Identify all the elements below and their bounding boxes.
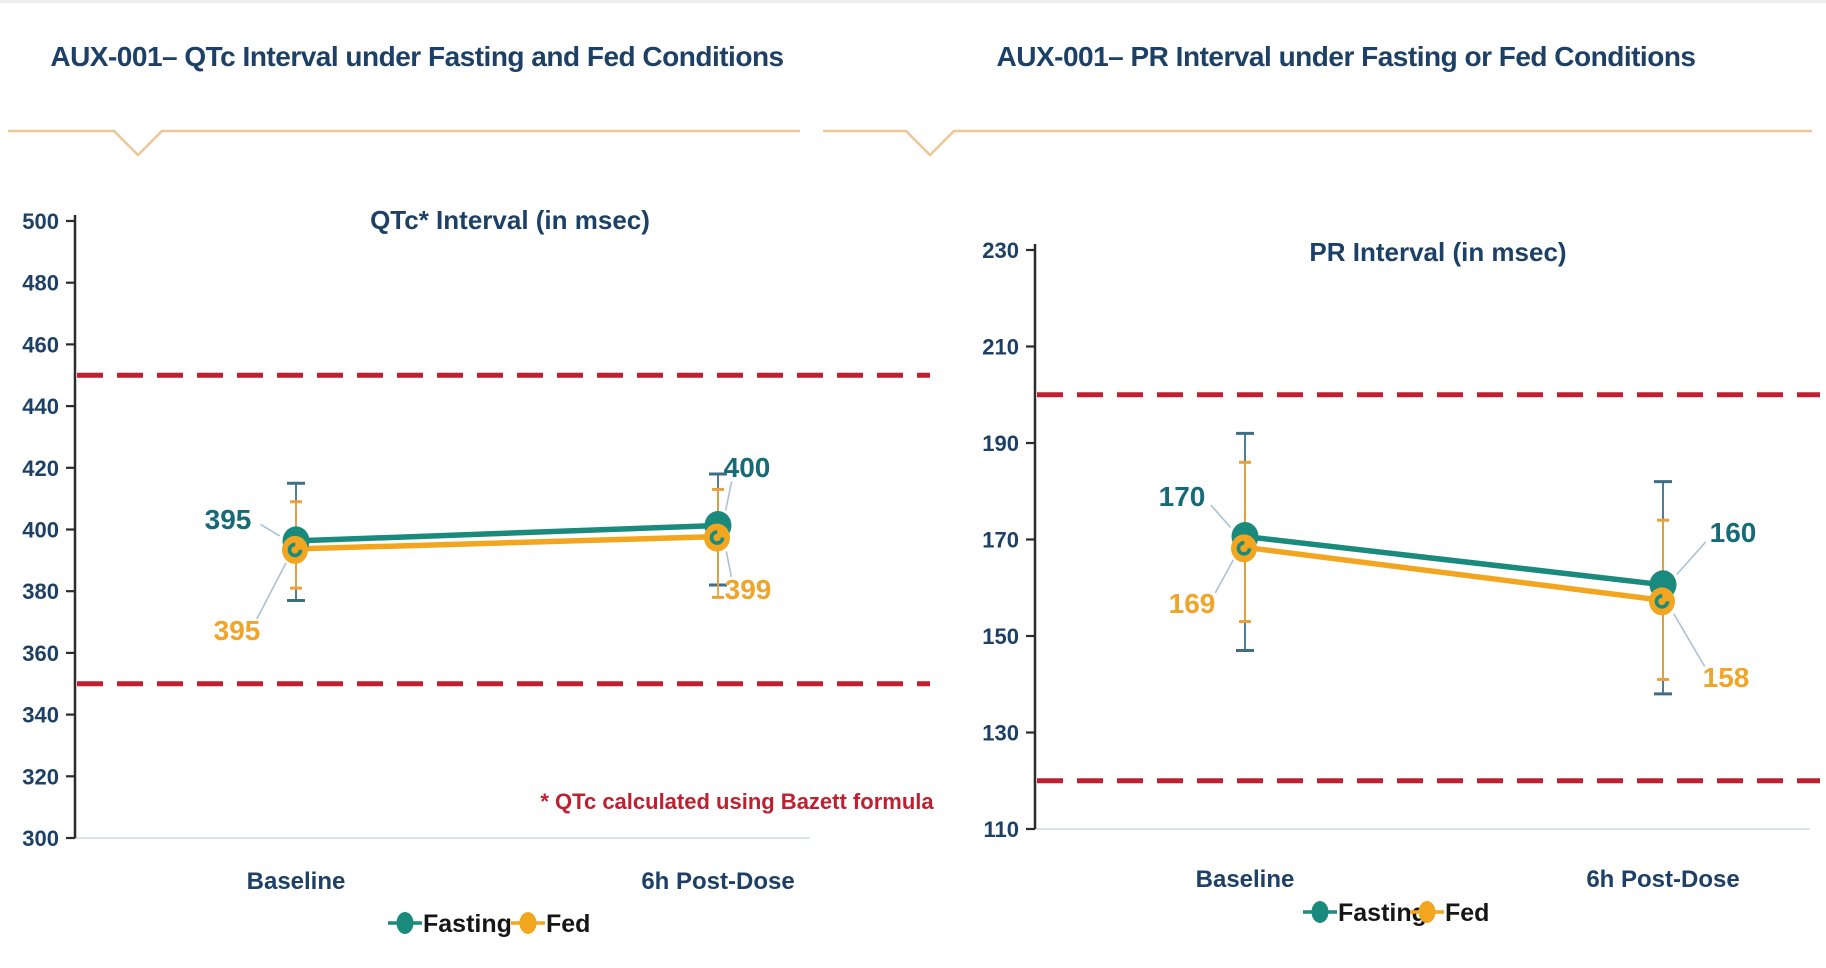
qtc-ytick-320: 320 [22,764,59,789]
qtc-ytick-340: 340 [22,703,59,728]
svg-text:399: 399 [725,574,772,605]
qtc-ytick-480: 480 [22,271,59,296]
qtc-ytick-400: 400 [22,518,59,543]
pr-ytick-150: 150 [982,624,1019,649]
pr-chart-title: PR Interval (in msec) [1309,237,1566,267]
pr-legend-marker-fasting-icon [1311,901,1329,923]
pr-category-1: 6h Post-Dose [1586,866,1739,893]
qtc-legend: Fasting Fed [388,910,590,938]
pr-y-axis: 110 130 150 170 190 210 230 [982,238,1037,842]
qtc-title-divider [8,129,800,157]
pr-slide-title: AUX-001– PR Interval under Fasting or Fe… [996,41,1697,72]
qtc-legend-marker-fed-icon [519,912,537,934]
qtc-data-marker-1 [704,511,732,552]
pr-fasting-line [1244,533,1664,588]
pr-chart: 110 130 150 170 190 210 230 PR Interval (in mse… [823,129,1820,927]
pr-fed-data-labels: 169 158 [1169,559,1750,693]
pr-ytick-190: 190 [982,431,1019,456]
qtc-chart: 300 320 340 360 380 400 420 440 460 480 500 QTc* In… [8,129,934,938]
pr-legend: Fasting Fed [1303,899,1489,927]
pr-legend-label-fed: Fed [1445,899,1489,927]
pr-title-divider [823,129,1812,157]
qtc-slide-title: AUX-001– QTc Interval under Fasting and … [50,41,784,72]
qtc-category-1: 6h Post-Dose [641,868,794,895]
qtc-category-0: Baseline [247,868,346,895]
qtc-fasting-line [295,522,719,544]
svg-text:395: 395 [214,615,261,646]
qtc-y-axis: 300 320 340 360 380 400 420 440 460 480 500 [22,209,77,851]
svg-text:170: 170 [1159,481,1206,512]
qtc-footnote: * QTc calculated using Bazett formula [540,789,934,814]
svg-text:169: 169 [1169,588,1216,619]
qtc-chart-title: QTc* Interval (in msec) [370,205,650,235]
pr-fasting-data-labels: 170 160 [1159,481,1757,576]
qtc-fasting-data-labels: 395 400 [205,452,771,537]
pr-ytick-110: 110 [984,817,1020,842]
pr-data-marker-1 [1649,570,1677,616]
qtc-fed-line [295,533,719,552]
qtc-ytick-440: 440 [22,394,59,419]
pr-category-0: Baseline [1196,866,1295,893]
pr-ytick-210: 210 [982,335,1019,360]
pr-fasting-error-bars [1236,431,1672,696]
pr-ytick-230: 230 [982,238,1019,263]
qtc-data-marker-0 [282,526,310,564]
qtc-ytick-460: 460 [22,332,59,357]
pr-fed-error-bars [1239,460,1669,681]
qtc-ytick-300: 300 [22,826,59,851]
charts-canvas: 300 320 340 360 380 400 420 440 460 480 500 QTc* In… [8,129,1820,938]
pr-ytick-170: 170 [982,528,1019,553]
qtc-ytick-420: 420 [22,456,59,481]
qtc-legend-label-fasting: Fasting [423,910,512,938]
svg-text:158: 158 [1703,662,1750,693]
qtc-ytick-380: 380 [22,579,59,604]
svg-text:160: 160 [1710,517,1757,548]
qtc-ytick-500: 500 [22,209,59,234]
pr-data-marker-0 [1231,522,1259,563]
svg-text:400: 400 [724,452,771,483]
svg-text:395: 395 [205,504,252,535]
pr-legend-marker-fed-icon [1418,901,1436,923]
qtc-legend-label-fed: Fed [546,910,590,938]
pr-ytick-130: 130 [982,721,1019,746]
qtc-fed-data-labels: 395 399 [214,551,772,646]
qtc-legend-marker-fasting-icon [396,912,414,934]
pr-fed-line [1244,544,1664,604]
qtc-ytick-360: 360 [22,641,59,666]
